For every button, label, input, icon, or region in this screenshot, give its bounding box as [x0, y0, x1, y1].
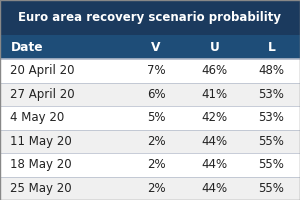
Text: 53%: 53% [259, 88, 284, 101]
Text: 20 April 20: 20 April 20 [11, 64, 75, 77]
Bar [0, 0, 300, 35]
Bar [0, 176, 300, 200]
Text: Date: Date [11, 41, 43, 54]
Text: 44%: 44% [201, 182, 228, 195]
Text: 18 May 20: 18 May 20 [11, 158, 72, 171]
Text: 48%: 48% [259, 64, 284, 77]
Text: 46%: 46% [201, 64, 228, 77]
Text: 55%: 55% [259, 158, 284, 171]
Text: L: L [268, 41, 275, 54]
Bar [0, 59, 300, 83]
Bar [0, 35, 300, 59]
Text: Euro area recovery scenario probability: Euro area recovery scenario probability [19, 11, 281, 24]
Text: 27 April 20: 27 April 20 [11, 88, 75, 101]
Text: 4 May 20: 4 May 20 [11, 111, 65, 124]
Text: 42%: 42% [201, 111, 228, 124]
Text: 44%: 44% [201, 158, 228, 171]
Text: 44%: 44% [201, 135, 228, 148]
Text: V: V [151, 41, 161, 54]
Text: 2%: 2% [147, 158, 165, 171]
Text: U: U [210, 41, 219, 54]
Bar [0, 106, 300, 130]
Bar [0, 83, 300, 106]
Text: 55%: 55% [259, 135, 284, 148]
Text: 53%: 53% [259, 111, 284, 124]
Bar [0, 130, 300, 153]
Text: 2%: 2% [147, 182, 165, 195]
Text: 41%: 41% [201, 88, 228, 101]
Text: 55%: 55% [259, 182, 284, 195]
Text: 5%: 5% [147, 111, 165, 124]
Text: 11 May 20: 11 May 20 [11, 135, 72, 148]
Text: 6%: 6% [147, 88, 165, 101]
Text: 25 May 20: 25 May 20 [11, 182, 72, 195]
Bar [0, 153, 300, 176]
Text: 2%: 2% [147, 135, 165, 148]
Text: 7%: 7% [147, 64, 165, 77]
